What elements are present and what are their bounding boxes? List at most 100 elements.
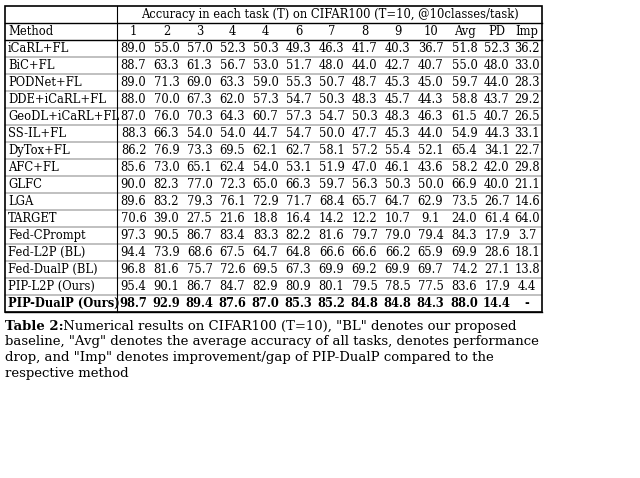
Text: 67.3: 67.3 [187,93,212,106]
Text: Fed-DualP (BL): Fed-DualP (BL) [8,263,98,276]
Text: 48.3: 48.3 [385,110,410,123]
Text: 48.7: 48.7 [352,76,378,89]
Text: -: - [525,297,529,310]
Text: 71.7: 71.7 [285,195,312,208]
Text: 85.6: 85.6 [121,161,147,174]
Text: Table 2:: Table 2: [5,320,63,333]
Text: 28.6: 28.6 [484,246,509,259]
Text: 86.7: 86.7 [187,280,212,293]
Text: 21.1: 21.1 [514,178,540,191]
Text: 66.2: 66.2 [385,246,410,259]
Text: 88.3: 88.3 [121,127,147,140]
Text: 50.0: 50.0 [319,127,344,140]
Text: 87.0: 87.0 [252,297,280,310]
Text: 85.3: 85.3 [285,297,312,310]
Text: GeoDL+iCaRL+FL: GeoDL+iCaRL+FL [8,110,119,123]
Text: 53.1: 53.1 [285,161,312,174]
Text: 4: 4 [262,25,269,38]
Text: 82.3: 82.3 [154,178,179,191]
Text: 77.5: 77.5 [417,280,444,293]
Text: Fed-L2P (BL): Fed-L2P (BL) [8,246,85,259]
Text: 57.2: 57.2 [351,144,378,157]
Text: 3.7: 3.7 [518,229,536,242]
Text: 50.3: 50.3 [385,178,410,191]
Text: 45.3: 45.3 [385,127,410,140]
Text: 40.0: 40.0 [484,178,510,191]
Text: 33.0: 33.0 [514,59,540,72]
Text: 83.4: 83.4 [220,229,245,242]
Text: 66.9: 66.9 [452,178,477,191]
Text: 72.3: 72.3 [220,178,245,191]
Text: 87.6: 87.6 [219,297,246,310]
Text: 69.9: 69.9 [452,246,477,259]
Text: 69.7: 69.7 [418,263,444,276]
Text: TARGET: TARGET [8,212,58,225]
Text: 66.6: 66.6 [352,246,377,259]
Text: 50.3: 50.3 [253,42,278,55]
Text: 71.3: 71.3 [154,76,179,89]
Text: 85.2: 85.2 [317,297,346,310]
Text: 73.0: 73.0 [154,161,179,174]
Text: 10: 10 [423,25,438,38]
Text: 57.0: 57.0 [187,42,212,55]
Text: 76.9: 76.9 [154,144,179,157]
Text: 10.7: 10.7 [385,212,410,225]
Text: 24.0: 24.0 [452,212,477,225]
Text: 36.7: 36.7 [418,42,444,55]
Text: 7: 7 [328,25,335,38]
Text: 55.0: 55.0 [452,59,477,72]
Text: PD: PD [488,25,506,38]
Text: 83.3: 83.3 [253,229,278,242]
Text: 22.7: 22.7 [514,144,540,157]
Text: 27.5: 27.5 [187,212,212,225]
Text: 52.3: 52.3 [220,42,245,55]
Text: 43.6: 43.6 [418,161,444,174]
Text: 68.4: 68.4 [319,195,344,208]
Text: 84.8: 84.8 [383,297,412,310]
Text: 40.3: 40.3 [385,42,410,55]
Text: 90.5: 90.5 [154,229,179,242]
Text: 51.8: 51.8 [452,42,477,55]
Text: 54.7: 54.7 [285,93,312,106]
Text: 33.1: 33.1 [514,127,540,140]
Text: 95.4: 95.4 [120,280,147,293]
Text: 47.0: 47.0 [351,161,378,174]
Text: 44.0: 44.0 [352,59,378,72]
Text: 61.4: 61.4 [484,212,510,225]
Text: 62.4: 62.4 [220,161,245,174]
Text: 86.7: 86.7 [187,229,212,242]
Text: LGA: LGA [8,195,33,208]
Text: DDE+iCaRL+FL: DDE+iCaRL+FL [8,93,106,106]
Text: 45.7: 45.7 [385,93,410,106]
Text: 69.9: 69.9 [319,263,344,276]
Text: 70.3: 70.3 [187,110,212,123]
Text: baseline, "Avg" denotes the average accuracy of all tasks, denotes performance: baseline, "Avg" denotes the average accu… [5,336,539,348]
Text: iCaRL+FL: iCaRL+FL [8,42,69,55]
Text: 69.5: 69.5 [220,144,245,157]
Text: 54.0: 54.0 [253,161,278,174]
Text: 53.0: 53.0 [253,59,278,72]
Text: 60.7: 60.7 [253,110,278,123]
Text: 48.0: 48.0 [319,59,344,72]
Text: 44.3: 44.3 [484,127,509,140]
Text: 76.0: 76.0 [154,110,179,123]
Text: 36.2: 36.2 [515,42,540,55]
Text: 40.7: 40.7 [484,110,510,123]
Text: 77.0: 77.0 [187,178,212,191]
Text: 89.4: 89.4 [186,297,213,310]
Text: 55.0: 55.0 [154,42,179,55]
Text: PIP-L2P (Ours): PIP-L2P (Ours) [8,280,95,293]
Text: 27.1: 27.1 [484,263,510,276]
Text: 67.3: 67.3 [285,263,311,276]
Text: 18.8: 18.8 [253,212,278,225]
Text: 73.3: 73.3 [187,144,212,157]
Text: 84.3: 84.3 [417,297,444,310]
Text: 88.0: 88.0 [121,93,147,106]
Text: 64.7: 64.7 [253,246,278,259]
Text: 43.7: 43.7 [484,93,510,106]
Text: AFC+FL: AFC+FL [8,161,59,174]
Text: 75.7: 75.7 [187,263,212,276]
Text: 58.8: 58.8 [452,93,477,106]
Text: 39.0: 39.0 [154,212,179,225]
Text: 41.7: 41.7 [351,42,378,55]
